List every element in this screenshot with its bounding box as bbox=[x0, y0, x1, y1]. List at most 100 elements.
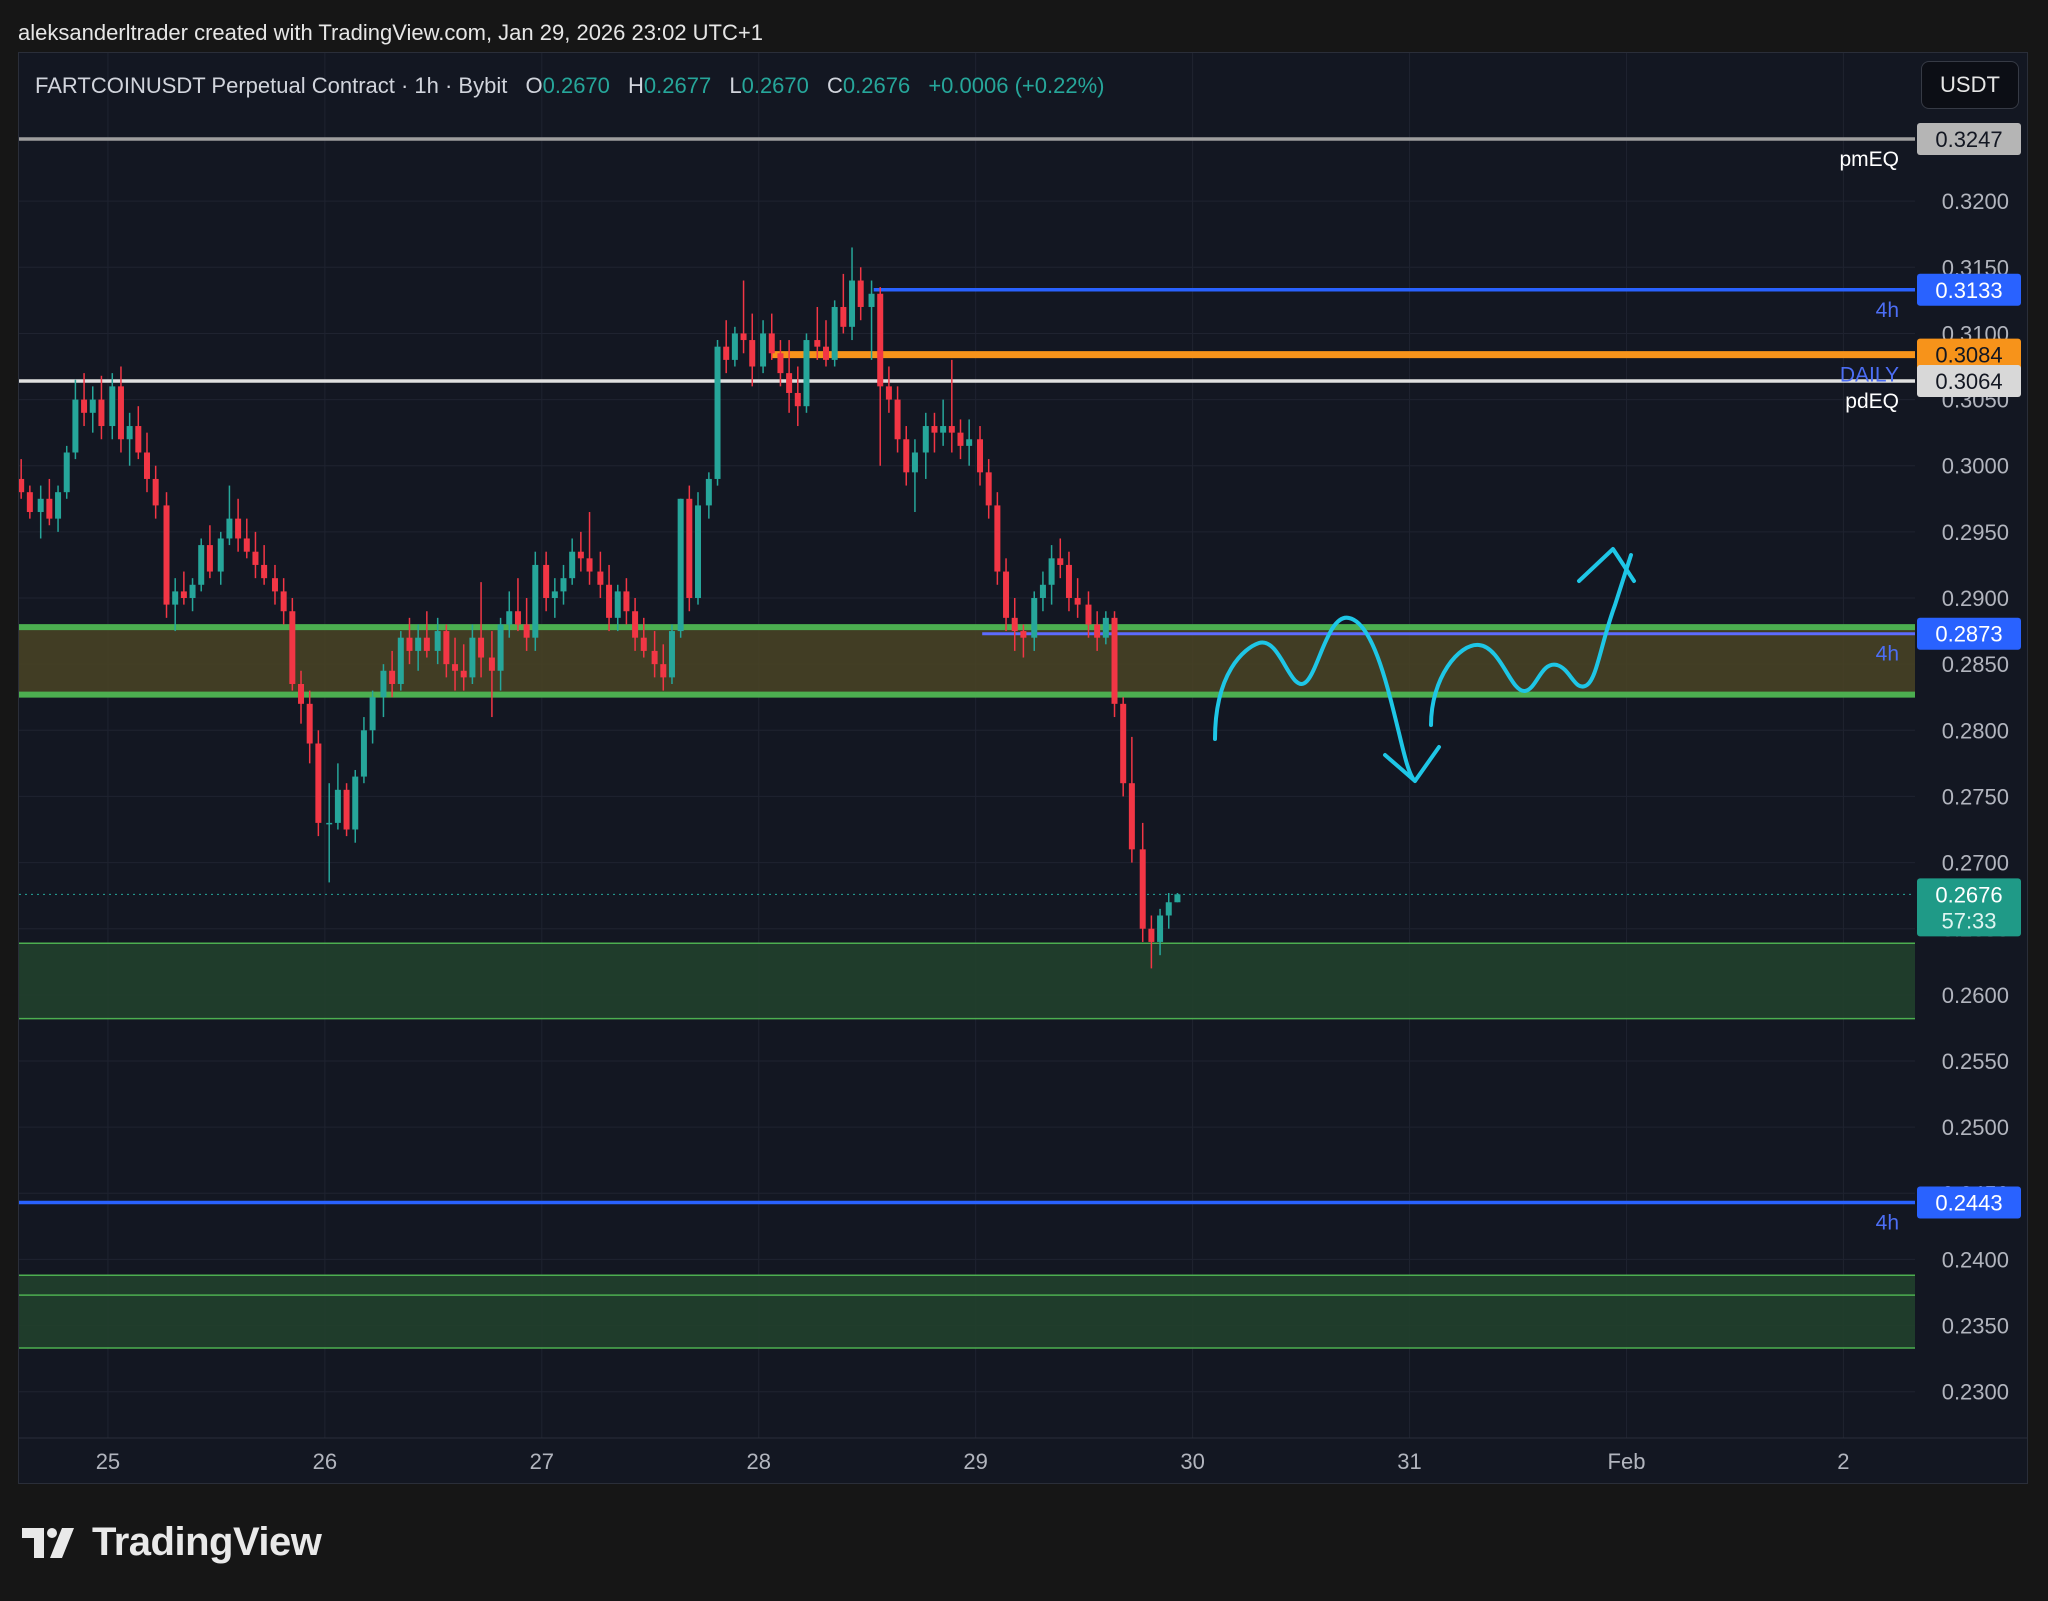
support-zones bbox=[19, 624, 1915, 1349]
candle-body bbox=[1157, 915, 1164, 942]
candle-body bbox=[723, 346, 730, 360]
candle-body bbox=[849, 280, 856, 327]
candle-body bbox=[966, 439, 973, 446]
x-tick-label: 30 bbox=[1180, 1449, 1204, 1474]
candle-body bbox=[705, 478, 712, 506]
candle-body bbox=[1174, 894, 1181, 903]
candle-body bbox=[235, 518, 242, 539]
candle-body bbox=[1065, 564, 1072, 599]
candle-body bbox=[514, 611, 521, 625]
time-axis[interactable]: 25 26 27 28 29 30 31 Feb 2 bbox=[96, 1449, 1850, 1474]
y-tick-label: 0.2800 bbox=[1942, 718, 2009, 743]
candle-body bbox=[189, 584, 196, 599]
candle-body bbox=[857, 280, 864, 307]
candle-body bbox=[397, 637, 404, 684]
y-tick-label: 0.2900 bbox=[1942, 586, 2009, 611]
level-name-label: 4h bbox=[1876, 643, 1899, 666]
candle-body bbox=[814, 340, 821, 347]
symbol-title[interactable]: FARTCOINUSDT Perpetual Contract · 1h · B… bbox=[35, 73, 508, 98]
currency-button[interactable]: USDT bbox=[1921, 61, 2019, 109]
support-zone bbox=[19, 943, 1915, 1019]
candle-body bbox=[894, 399, 901, 440]
x-tick-label: 27 bbox=[530, 1449, 554, 1474]
candle-body bbox=[152, 478, 159, 506]
candle-body bbox=[686, 498, 693, 599]
candle-body bbox=[389, 670, 396, 684]
candle-body bbox=[217, 538, 224, 572]
candle-body bbox=[306, 703, 313, 744]
candle-body bbox=[740, 333, 747, 341]
price-tag bbox=[1917, 365, 2021, 398]
candle-body bbox=[668, 631, 675, 678]
candle-body bbox=[26, 492, 33, 513]
candle-body bbox=[280, 591, 287, 612]
tv-logo-icon bbox=[22, 1527, 74, 1558]
candle-body bbox=[334, 789, 341, 823]
candle-body bbox=[768, 333, 775, 354]
drawn-projection bbox=[1213, 547, 1636, 783]
candle-body bbox=[369, 697, 376, 731]
candle-body bbox=[198, 545, 205, 585]
price-axis[interactable]: 0.23000.23500.24000.24500.25000.25500.26… bbox=[1942, 189, 2009, 1405]
candle-body bbox=[786, 373, 793, 393]
candle-body bbox=[523, 624, 530, 638]
candle-body bbox=[506, 611, 513, 625]
candle-body bbox=[206, 545, 213, 572]
candle-body bbox=[569, 551, 576, 579]
candle-body bbox=[298, 683, 305, 704]
y-tick-label: 0.2850 bbox=[1942, 652, 2009, 677]
candle-body bbox=[551, 591, 558, 599]
candle-body bbox=[135, 426, 142, 453]
candle-body bbox=[452, 664, 459, 671]
candle-body bbox=[1102, 617, 1109, 638]
projection-arrow-up bbox=[1577, 547, 1636, 583]
last-price-label: 0.2676 bbox=[1935, 882, 2002, 907]
candle-body bbox=[731, 333, 738, 360]
level-name-label: pdEQ bbox=[1845, 390, 1899, 413]
price-tag-label: 0.3247 bbox=[1935, 127, 2002, 152]
candle-body bbox=[126, 426, 133, 440]
candle-body bbox=[885, 386, 892, 400]
candle-body bbox=[794, 392, 801, 407]
candle-body bbox=[614, 591, 621, 618]
tradingview-logo[interactable]: TradingView bbox=[22, 1520, 322, 1565]
candle-body bbox=[911, 452, 918, 473]
candle-body bbox=[868, 293, 875, 307]
support-zone bbox=[19, 1275, 1915, 1349]
candle-body bbox=[289, 611, 296, 684]
candle-body bbox=[423, 637, 430, 651]
candle-body bbox=[760, 333, 767, 367]
open-value: 0.2670 bbox=[542, 73, 610, 98]
candle-body bbox=[632, 611, 639, 638]
chart-area[interactable]: 0.23000.23500.24000.24500.25000.25500.26… bbox=[18, 52, 2028, 1484]
projection-path-1 bbox=[1213, 615, 1417, 783]
close-label: C bbox=[827, 73, 843, 98]
candle-body bbox=[163, 505, 170, 605]
candle-body bbox=[1128, 783, 1135, 850]
candle-body bbox=[840, 306, 847, 327]
price-chart[interactable]: 0.23000.23500.24000.24500.25000.25500.26… bbox=[19, 53, 2028, 1484]
y-tick-label: 0.2300 bbox=[1942, 1380, 2009, 1405]
candle-body bbox=[226, 518, 233, 539]
candle-body bbox=[19, 478, 25, 493]
candle-body bbox=[660, 664, 667, 678]
level-name-label: 4h bbox=[1876, 299, 1899, 322]
candle-body bbox=[803, 340, 810, 407]
low-value: 0.2670 bbox=[741, 73, 809, 98]
close-value: 0.2676 bbox=[842, 73, 911, 98]
candle-body bbox=[695, 505, 702, 599]
high-value: 0.2677 bbox=[643, 73, 712, 98]
candle-body bbox=[434, 631, 441, 651]
price-tag-label: 0.3064 bbox=[1935, 369, 2002, 394]
y-tick-label: 0.2400 bbox=[1942, 1247, 2009, 1272]
candle-body bbox=[532, 564, 539, 638]
price-tag-label: 0.3133 bbox=[1935, 278, 2002, 303]
candle-body bbox=[948, 426, 955, 433]
candle-body bbox=[651, 650, 658, 665]
candle-body bbox=[1020, 631, 1027, 638]
candle-body bbox=[977, 439, 984, 473]
candle-body bbox=[749, 340, 756, 367]
y-tick-label: 0.2750 bbox=[1942, 784, 2009, 809]
candle-body bbox=[478, 637, 485, 658]
level-name-label: 4h bbox=[1876, 1212, 1899, 1235]
